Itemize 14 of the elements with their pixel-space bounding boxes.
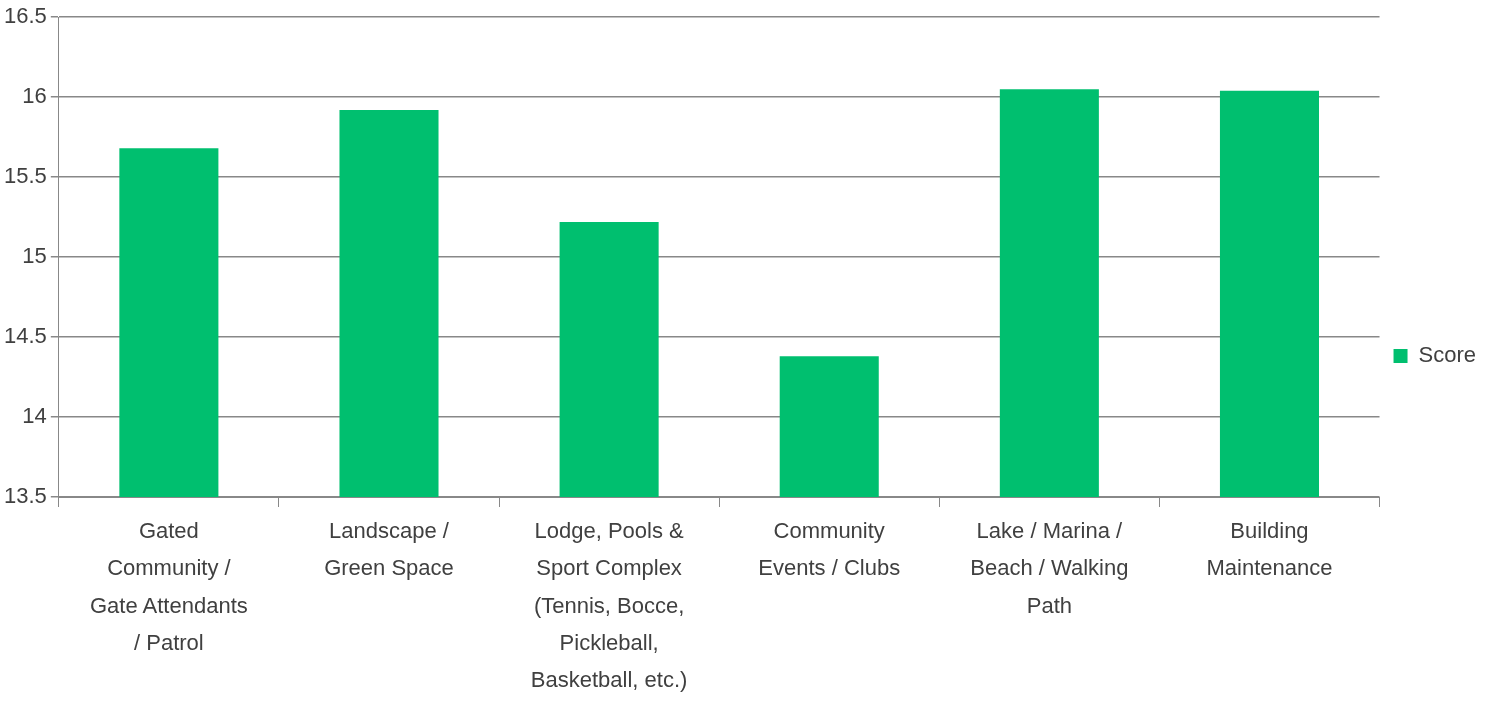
y-tick-label: 14 [22,403,47,429]
x-tick-label: Lake / Marina / Beach / Walking Path [970,517,1129,618]
x-tick-label: Landscape / Green Space [324,517,454,581]
y-tick-label: 14.5 [3,323,47,349]
x-tick-label: Lodge, Pools & Sport Complex (Tennis, Bocce, Pickleball, Basketball, etc.) [530,517,688,693]
x-tick-label: Community Events / Clubs [758,517,901,581]
x-tick-label: Gated Community / Gate Attendants / Patrol [89,517,248,655]
x-tick-label: Building Maintenance [1206,517,1333,581]
y-tick-label: 15 [22,243,47,269]
y-tick-label: 15.5 [3,163,47,189]
y-tick-label: 16.5 [3,3,47,29]
y-tick-label: 13.5 [3,483,47,509]
y-tick-label: 16 [22,83,47,109]
legend-label: Score [1418,342,1477,368]
